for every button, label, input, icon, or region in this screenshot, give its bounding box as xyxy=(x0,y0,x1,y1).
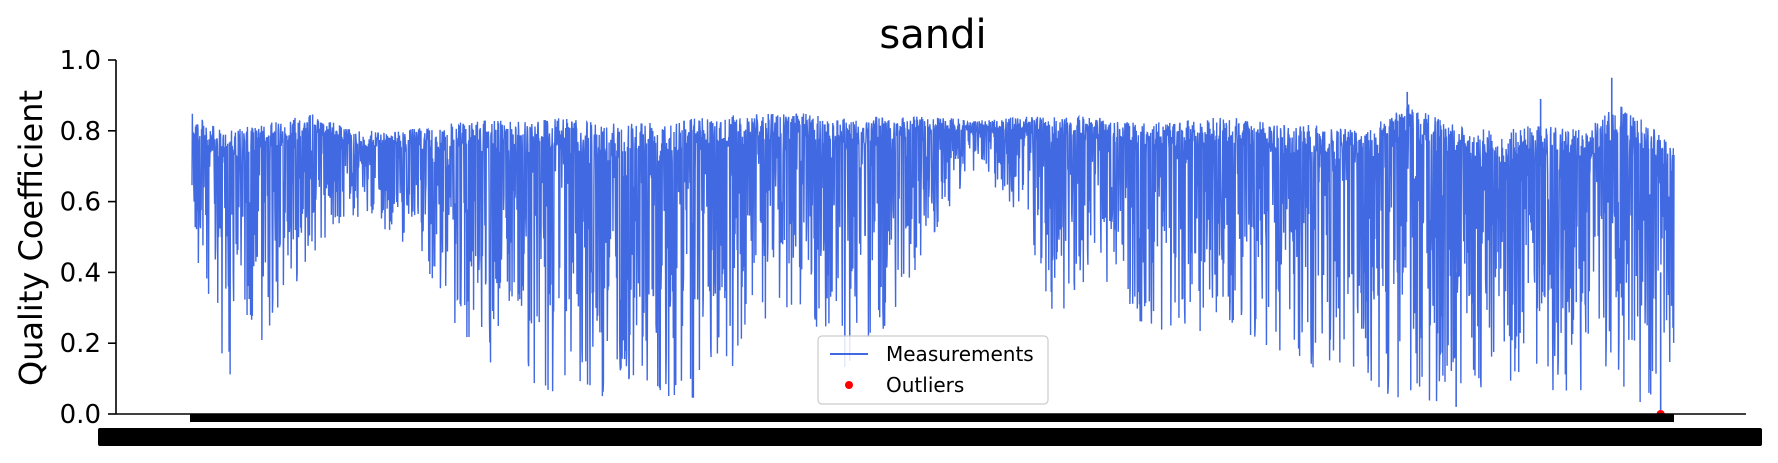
legend-outliers-swatch xyxy=(845,381,853,389)
y-tick-label: 0.0 xyxy=(60,400,101,430)
x-tick-labels-overlapping xyxy=(98,428,1762,446)
chart-title: sandi xyxy=(879,12,986,58)
y-tick-label: 0.4 xyxy=(60,258,101,288)
plot-area xyxy=(191,77,1675,418)
x-axis xyxy=(98,413,1762,446)
y-tick-label: 1.0 xyxy=(60,46,101,76)
legend: Measurements Outliers xyxy=(817,335,1049,405)
y-tick-label: 0.6 xyxy=(60,188,101,218)
y-tick-label: 0.8 xyxy=(60,117,101,147)
legend-measurements-label: Measurements xyxy=(886,342,1034,366)
y-axis-label: Quality Coefficient xyxy=(12,90,50,386)
x-tick-marks xyxy=(190,414,1674,422)
series-measurements-spikes xyxy=(1406,77,1662,411)
y-axis: 0.0 0.2 0.4 0.6 0.8 1.0 xyxy=(60,46,117,430)
y-tick-label: 0.2 xyxy=(60,329,101,359)
series-measurements-line xyxy=(191,104,1675,403)
legend-outliers-label: Outliers xyxy=(886,373,964,397)
legend-box xyxy=(817,335,1049,405)
